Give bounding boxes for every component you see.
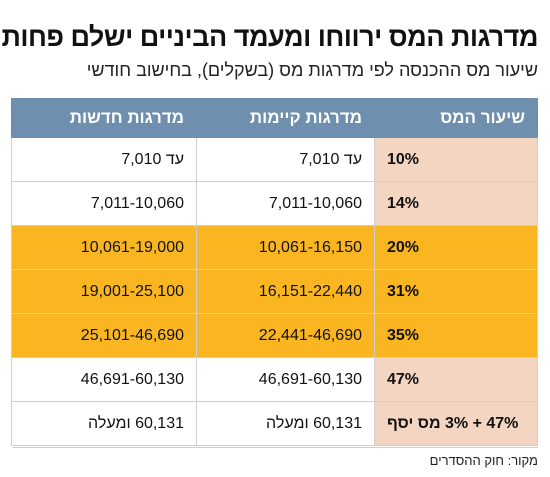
header-new-brackets: מדרגות חדשות	[11, 98, 197, 138]
table-row: 47% + 3% מס יסף 60,131 ומעלה 60,131 ומעלה	[11, 401, 538, 446]
existing-bracket-cell: 46,691-60,130	[196, 357, 375, 402]
tax-rate-cell: 20%	[374, 225, 538, 270]
tax-rate-cell: 47%	[374, 357, 538, 402]
chart-title: מדרגות המס ירווחו ומעמד הביניים ישלם פחו…	[1, 22, 538, 52]
existing-bracket-cell: 16,151-22,440	[196, 269, 375, 314]
existing-bracket-cell: 10,061-16,150	[196, 225, 375, 270]
chart-subtitle: שיעור מס ההכנסה לפי מדרגות מס (בשקלים), …	[86, 60, 538, 80]
table-row: 35% 22,441-46,690 25,101-46,690	[11, 313, 538, 358]
table-row: 14% 7,011-10,060 7,011-10,060	[11, 181, 538, 226]
new-bracket-cell: עד 7,010	[11, 137, 197, 182]
divider	[12, 447, 538, 448]
tax-rate-cell: 47% + 3% מס יסף	[374, 401, 538, 446]
new-bracket-cell: 19,001-25,100	[11, 269, 197, 314]
new-bracket-cell: 7,011-10,060	[11, 181, 197, 226]
tax-rate-cell: 31%	[374, 269, 538, 314]
tax-rate-cell: 35%	[374, 313, 538, 358]
tax-rate-cell: 14%	[374, 181, 538, 226]
existing-bracket-cell: עד 7,010	[196, 137, 375, 182]
table-row: 10% עד 7,010 עד 7,010	[11, 137, 538, 182]
new-bracket-cell: 46,691-60,130	[11, 357, 197, 402]
existing-bracket-cell: 22,441-46,690	[196, 313, 375, 358]
new-bracket-cell: 25,101-46,690	[11, 313, 197, 358]
table-body: 10% עד 7,010 עד 7,010 14% 7,011-10,060 7,011-…	[11, 137, 538, 446]
tax-rate-cell: 10%	[374, 137, 538, 182]
table-header-row: שיעור המס מדרגות קיימות מדרגות חדשות	[11, 98, 538, 138]
table-row: 31% 16,151-22,440 19,001-25,100	[11, 269, 538, 314]
header-tax-rate: שיעור המס	[374, 98, 538, 138]
header-existing-brackets: מדרגות קיימות	[196, 98, 375, 138]
existing-bracket-cell: 7,011-10,060	[196, 181, 375, 226]
new-bracket-cell: 60,131 ומעלה	[11, 401, 197, 446]
table-row: 47% 46,691-60,130 46,691-60,130	[11, 357, 538, 402]
source-note: מקור: חוק ההסדרים	[429, 453, 538, 468]
existing-bracket-cell: 60,131 ומעלה	[196, 401, 375, 446]
tax-brackets-table: שיעור המס מדרגות קיימות מדרגות חדשות 10%…	[11, 98, 538, 446]
new-bracket-cell: 10,061-19,000	[11, 225, 197, 270]
table-row: 20% 10,061-16,150 10,061-19,000	[11, 225, 538, 270]
